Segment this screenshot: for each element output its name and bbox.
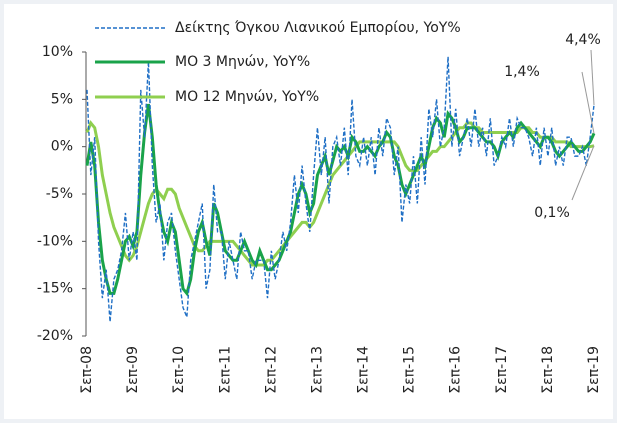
y-tick-label: -5%: [46, 186, 73, 202]
x-tick-label: Σεπ-14: [356, 346, 372, 394]
y-tick-label: -10%: [37, 233, 73, 249]
x-tick-label: Σεπ-16: [448, 346, 464, 394]
x-tick-label: Σεπ-09: [125, 346, 141, 394]
x-tick-label: Σεπ-15: [402, 346, 418, 394]
series-line: [85, 103, 596, 297]
legend-label: Δείκτης Όγκου Λιανικού Εμπορίου, YoY%: [175, 20, 461, 36]
y-tick-label: -20%: [37, 328, 73, 344]
x-tick-label: Σεπ-17: [494, 346, 510, 394]
x-tick-label: Σεπ-13: [309, 346, 325, 394]
x-tick-label: Σεπ-11: [217, 346, 233, 394]
x-tick-label: Σεπ-19: [586, 346, 602, 394]
x-tick-label: Σεπ-10: [171, 346, 187, 394]
legend-label: ΜΟ 12 Μηνών, YoY%: [175, 89, 319, 105]
label-leader: [571, 145, 595, 201]
x-tick-label: Σεπ-18: [540, 346, 556, 394]
value-label: 0,1%: [534, 205, 570, 221]
y-tick-label: 5%: [51, 91, 73, 107]
label-leader: [581, 71, 595, 134]
y-tick-label: -15%: [37, 281, 73, 297]
y-tick-label: 10%: [42, 44, 73, 60]
x-tick-label: Σεπ-12: [263, 346, 279, 394]
legend-label: ΜΟ 3 Μηνών, YoY%: [175, 54, 310, 70]
value-label: 4,4%: [565, 32, 601, 48]
label-leader: [590, 49, 595, 106]
value-label: 1,4%: [504, 64, 540, 80]
series-line: [86, 56, 595, 322]
x-tick-label: Σεπ-08: [79, 346, 95, 394]
y-tick-label: 0%: [51, 139, 73, 155]
